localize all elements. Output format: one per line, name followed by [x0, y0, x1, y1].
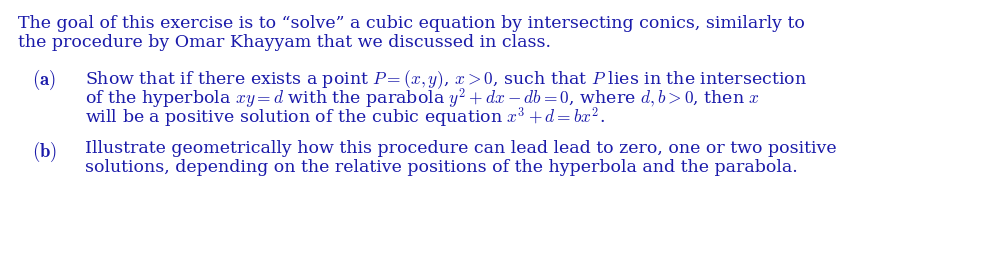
Text: The goal of this exercise is to “solve” a cubic equation by intersecting conics,: The goal of this exercise is to “solve” …	[18, 15, 805, 32]
Text: solutions, depending on the relative positions of the hyperbola and the parabola: solutions, depending on the relative pos…	[85, 159, 797, 176]
Text: Show that if there exists a point $P = (x, y)$, $x > 0$, such that $P$ lies in t: Show that if there exists a point $P = (…	[85, 68, 807, 91]
Text: $\mathbf{(b)}$: $\mathbf{(b)}$	[32, 140, 57, 164]
Text: Illustrate geometrically how this procedure can lead lead to zero, one or two po: Illustrate geometrically how this proced…	[85, 140, 837, 157]
Text: will be a positive solution of the cubic equation $x^3 + d = bx^2$.: will be a positive solution of the cubic…	[85, 106, 605, 130]
Text: the procedure by Omar Khayyam that we discussed in class.: the procedure by Omar Khayyam that we di…	[18, 34, 551, 51]
Text: $\mathbf{(a)}$: $\mathbf{(a)}$	[32, 68, 56, 92]
Text: of the hyperbola $xy = d$ with the parabola $y^2 + dx - db = 0$, where $d, b > 0: of the hyperbola $xy = d$ with the parab…	[85, 87, 760, 111]
